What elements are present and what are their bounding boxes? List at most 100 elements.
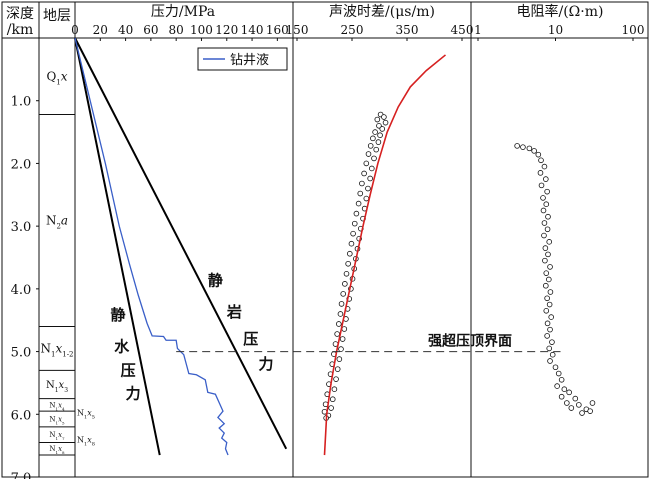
pressure-tick-label: 160 <box>266 23 289 37</box>
resistivity-point <box>547 326 553 333</box>
resistivity-point <box>543 176 549 182</box>
sonic-point <box>337 311 344 317</box>
sonic-point <box>341 326 348 332</box>
resistivity-point <box>546 301 553 308</box>
pressure-tick-label: 0 <box>71 23 79 37</box>
resistivity-point <box>566 389 572 396</box>
resistivity-point <box>547 289 554 295</box>
sonic-tick-label: 350 <box>396 23 419 37</box>
resistivity-point <box>537 170 544 176</box>
pressure-tick-label: 140 <box>241 23 264 37</box>
sonic-point <box>370 135 376 142</box>
sonic-panel-title: 声波时差/(μs/m) <box>329 4 435 20</box>
sonic-point <box>371 155 377 162</box>
depth-axis: 1.0 2.0 3.0 4.0 5.0 6.0 7.0 <box>11 95 39 479</box>
sonic-tick-label: 150 <box>286 23 309 37</box>
sonic-point <box>331 386 338 393</box>
legend-label: 钻井液 <box>230 53 269 68</box>
sonic-point <box>365 151 372 157</box>
sonic-point <box>329 396 336 403</box>
sonic-trend-line <box>323 54 447 456</box>
sonic-point <box>379 126 386 132</box>
pressure-curve-label: 压 <box>243 330 258 348</box>
resistivity-point <box>538 182 545 189</box>
resistivity-point <box>531 148 537 154</box>
resistivity-point <box>561 386 568 393</box>
resistivity-point <box>549 351 556 358</box>
resistivity-point <box>547 358 553 364</box>
depth-tick-label: 4.0 <box>11 283 32 298</box>
resistivity-point <box>547 264 553 270</box>
sonic-point <box>361 170 367 177</box>
sonic-point <box>335 321 342 327</box>
resistivity-point <box>576 402 582 408</box>
resistivity-point <box>544 320 551 327</box>
sonic-point <box>340 291 347 297</box>
pressure-curve-label: 静 <box>208 272 223 290</box>
resistivity-point <box>542 257 548 264</box>
strata-label: N1x1-2 <box>40 342 73 359</box>
resistivity-point <box>544 333 550 339</box>
sonic-point <box>342 281 348 287</box>
sonic-point <box>382 119 389 126</box>
sonic-point <box>367 175 373 182</box>
resistivity-point <box>543 282 549 289</box>
depth-tick-label: 7.0 <box>11 471 32 479</box>
sonic-point <box>381 114 387 120</box>
resistivity-tick-label: 10 <box>548 23 563 37</box>
resistivity-point <box>543 308 550 314</box>
depth-tick-label: 2.0 <box>11 157 32 172</box>
overpressure-top-label: 强超压顶界面 <box>428 333 512 350</box>
resistivity-panel-title: 电阻率/(Ω·m) <box>517 3 604 20</box>
resistivity-point <box>572 395 579 402</box>
sonic-point <box>333 376 339 382</box>
resistivity-point <box>587 408 593 414</box>
resistivity-point <box>548 314 554 320</box>
resistivity-point <box>538 157 544 164</box>
sonic-point <box>375 139 382 145</box>
resistivity-point <box>546 276 552 283</box>
lithostatic-pressure-line <box>74 37 288 450</box>
sonic-point <box>363 160 370 167</box>
sonic-point <box>357 190 364 197</box>
sonic-point <box>359 180 365 187</box>
pressure-tick-label: 120 <box>215 23 238 37</box>
resistivity-point <box>579 410 585 416</box>
resistivity-point <box>543 270 550 276</box>
sonic-point <box>338 346 344 352</box>
sonic-point <box>343 271 350 277</box>
sonic-point <box>345 260 351 267</box>
pressure-legend <box>197 47 288 71</box>
resistivity-point <box>543 201 550 207</box>
depth-tick-label: 1.0 <box>11 95 32 110</box>
resistivity-point <box>568 405 575 411</box>
resistivity-point <box>558 393 565 400</box>
sonic-point <box>373 146 380 153</box>
sonic-point <box>348 240 355 247</box>
resistivity-point <box>542 245 549 251</box>
header-row: 深度 /km 地层 压力/MPa 声波时差/(μs/m) 电阻率/(Ω·m) <box>6 3 603 38</box>
resistivity-point <box>549 339 555 345</box>
sonic-point <box>367 143 374 149</box>
resistivity-point <box>544 188 550 195</box>
sonic-point <box>351 220 358 227</box>
resistivity-tick-label: 1 <box>474 23 482 37</box>
depth-header-line2: /km <box>7 22 33 38</box>
resistivity-panel: 1 10 100 <box>474 23 645 416</box>
depth-tick-label: 6.0 <box>11 408 32 423</box>
resistivity-point <box>541 232 547 239</box>
sonic-point <box>346 250 353 257</box>
strata-label: N1x7 <box>49 431 65 441</box>
pressure-curve-label: 力 <box>126 385 141 403</box>
resistivity-point <box>540 207 547 214</box>
overpressure-marker: 强超压顶界面 <box>176 333 561 353</box>
sonic-point <box>350 230 356 237</box>
resistivity-tick-label: 100 <box>622 23 645 37</box>
resistivity-point <box>526 145 533 152</box>
pressure-curve-label: 岩 <box>226 303 242 321</box>
sonic-point <box>368 165 375 172</box>
resistivity-point <box>541 163 548 170</box>
pressure-curve-label: 力 <box>258 355 273 373</box>
